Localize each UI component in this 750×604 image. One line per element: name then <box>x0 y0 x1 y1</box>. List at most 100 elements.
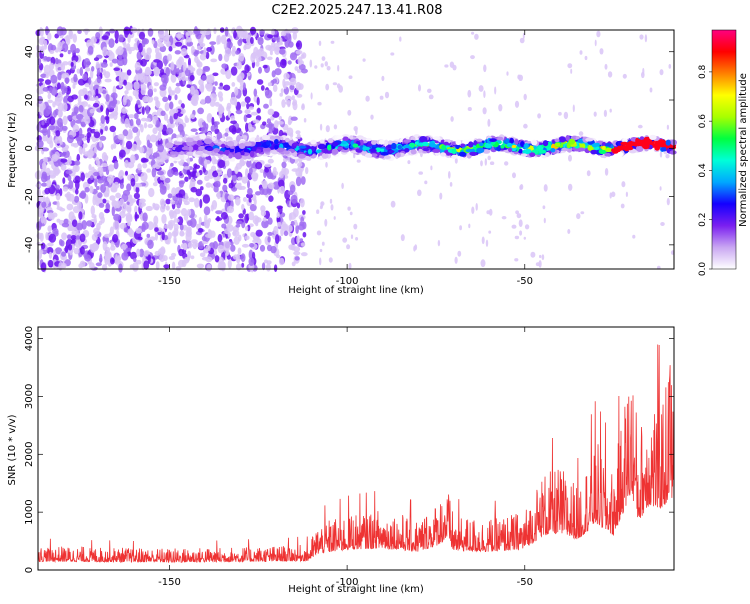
noise-cell <box>190 255 195 260</box>
noise-cell <box>593 111 597 117</box>
noise-cell <box>125 140 133 150</box>
noise-cell <box>57 117 63 128</box>
noise-cell <box>47 32 52 41</box>
noise-cell <box>256 107 261 114</box>
noise-cell <box>105 203 110 209</box>
noise-cell <box>524 224 530 230</box>
noise-cell <box>332 82 338 86</box>
track-cell <box>206 147 214 152</box>
colorbar-tick-label: 0.4 <box>698 163 708 178</box>
noise-cell <box>185 31 189 39</box>
noise-cell <box>514 235 520 240</box>
noise-cell <box>379 95 384 100</box>
noise-cell <box>53 138 61 144</box>
noise-cell <box>300 176 306 185</box>
noise-cell <box>217 105 225 115</box>
noise-cell <box>290 220 295 226</box>
noise-cell <box>504 161 509 166</box>
noise-cell <box>326 65 331 71</box>
track-cell <box>319 139 325 144</box>
noise-cell <box>241 262 245 268</box>
noise-cell <box>173 218 180 223</box>
noise-cell <box>407 160 411 165</box>
noise-cell <box>88 76 92 85</box>
noise-cell <box>296 40 303 50</box>
noise-cell <box>341 182 344 189</box>
track-cell <box>340 149 350 153</box>
noise-cell <box>234 166 239 175</box>
track-cell <box>274 139 279 145</box>
noise-cell <box>39 106 45 117</box>
track-cell <box>529 152 536 157</box>
noise-cell <box>523 123 528 129</box>
noise-cell <box>196 263 205 269</box>
noise-cell <box>632 234 636 239</box>
noise-cell <box>165 40 171 47</box>
x-tick-label: -150 <box>158 577 181 588</box>
track-cell <box>598 148 607 155</box>
noise-cell <box>186 209 192 216</box>
noise-cell <box>400 234 405 242</box>
noise-cell <box>319 248 323 253</box>
noise-cell <box>78 105 84 113</box>
noise-cell <box>188 197 196 203</box>
noise-cell <box>44 187 50 195</box>
noise-cell <box>185 192 188 201</box>
noise-cell <box>38 249 44 255</box>
noise-cell <box>576 213 581 220</box>
noise-cell <box>55 193 61 201</box>
noise-cell <box>46 247 54 254</box>
noise-cell <box>70 238 76 244</box>
noise-cell <box>287 224 293 233</box>
noise-cell <box>292 31 297 40</box>
noise-cell <box>129 264 135 270</box>
noise-cell <box>52 212 58 218</box>
track-cell <box>403 139 412 143</box>
noise-cell <box>161 186 167 190</box>
noise-cell <box>232 45 236 53</box>
noise-cell <box>516 213 522 219</box>
track-cell <box>593 146 600 150</box>
noise-cell <box>205 51 210 60</box>
noise-cell <box>113 213 121 222</box>
spectrogram-x-axis-label: Height of straight line (km) <box>288 285 424 296</box>
track-cell <box>545 152 550 157</box>
noise-cell <box>175 41 183 47</box>
noise-cell <box>78 211 83 220</box>
noise-cell <box>157 38 163 44</box>
noise-cell <box>243 45 247 51</box>
noise-cell <box>666 197 670 206</box>
noise-cell <box>195 31 202 40</box>
noise-cell <box>301 103 305 109</box>
noise-cell <box>42 156 48 163</box>
noise-cell <box>242 197 247 202</box>
track-cell <box>568 143 577 147</box>
noise-cell <box>70 61 74 67</box>
noise-cell <box>216 35 220 45</box>
noise-cell <box>484 158 487 166</box>
noise-cell <box>41 171 47 180</box>
noise-cell <box>124 90 129 95</box>
noise-cell <box>168 256 176 260</box>
noise-cell <box>40 182 48 187</box>
track-cell <box>538 149 547 154</box>
noise-cell <box>66 134 74 144</box>
noise-cell <box>61 90 65 95</box>
noise-cell <box>68 30 74 40</box>
noise-cell <box>226 205 235 214</box>
noise-cell <box>196 179 203 185</box>
noise-cell <box>471 206 475 214</box>
noise-cell <box>199 84 204 92</box>
noise-cell <box>102 46 108 57</box>
noise-cell <box>171 261 176 270</box>
noise-cell <box>152 182 158 187</box>
noise-cell <box>255 191 261 196</box>
noise-cell <box>262 180 268 190</box>
track-cell <box>660 140 667 145</box>
x-tick-label: -50 <box>517 577 533 588</box>
noise-cell <box>173 238 177 244</box>
noise-cell <box>187 250 192 259</box>
noise-cell <box>119 149 126 158</box>
noise-cell <box>427 88 432 94</box>
noise-cell <box>269 50 273 56</box>
